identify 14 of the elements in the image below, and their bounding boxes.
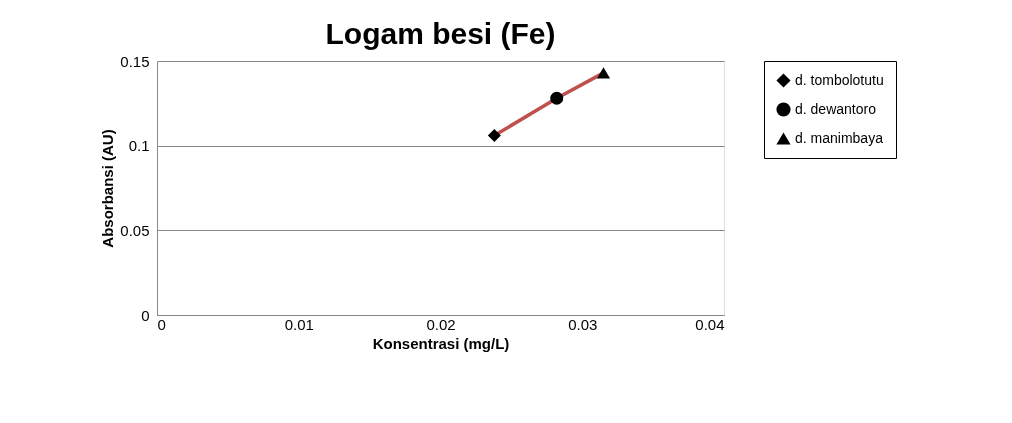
legend-label: d. tombolotutu bbox=[795, 71, 884, 88]
y-tick-label: 0.15 bbox=[120, 52, 150, 70]
chart-title: Logam besi (Fe) bbox=[325, 17, 556, 50]
x-tick-label: 0.04 bbox=[695, 315, 725, 333]
legend-label: d. dewantoro bbox=[795, 100, 877, 117]
y-tick-label: 0.1 bbox=[128, 137, 150, 155]
x-tick-label: 0.02 bbox=[426, 315, 456, 333]
x-tick-label: 0.03 bbox=[568, 315, 598, 333]
legend-label: d. manimbaya bbox=[795, 129, 884, 146]
x-tick-label: 0.01 bbox=[284, 315, 314, 333]
y-tick-label: 0.05 bbox=[120, 221, 150, 239]
x-axis-title: Konsentrasi (mg/L) bbox=[372, 334, 510, 352]
x-tick-label: 0 bbox=[157, 315, 166, 333]
y-axis-title: Absorbansi (AU) bbox=[99, 129, 117, 248]
